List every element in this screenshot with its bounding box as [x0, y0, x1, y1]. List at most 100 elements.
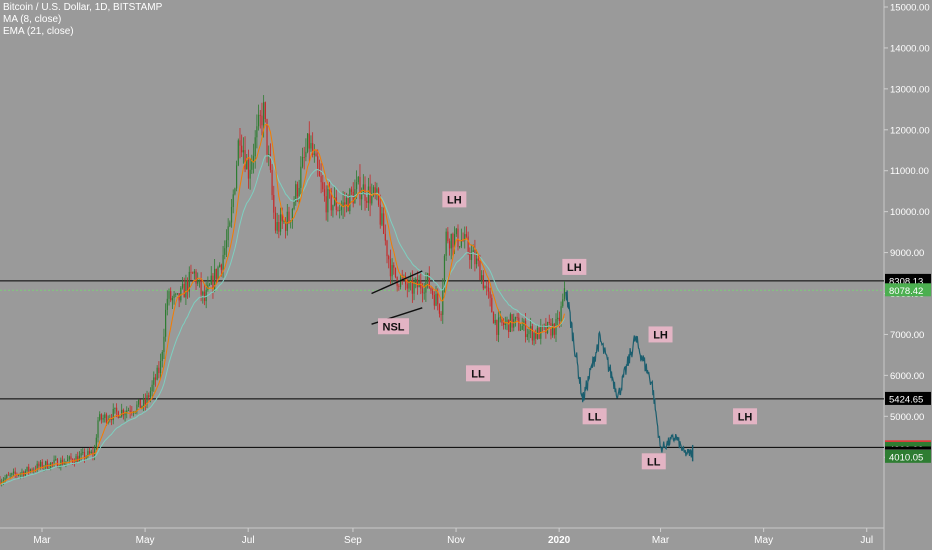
annotation-box	[733, 408, 758, 425]
projection-path	[565, 290, 694, 458]
candle-body	[104, 414, 106, 418]
candle-body	[28, 466, 30, 472]
candle-body	[225, 240, 228, 249]
annotation-label: LH	[447, 194, 462, 206]
candle-body	[312, 143, 314, 155]
candle-body	[362, 184, 364, 195]
candle-body	[508, 319, 510, 333]
candle-body	[236, 165, 238, 189]
candle-body	[139, 399, 141, 408]
candle-body	[232, 194, 234, 207]
candle-body	[95, 437, 97, 450]
candle-body	[355, 182, 358, 190]
candle-body	[229, 222, 231, 227]
candle-body	[489, 291, 491, 298]
ema-line	[0, 155, 565, 485]
candle-body	[364, 184, 366, 201]
ma-legend: MA (8, close)	[3, 14, 62, 25]
annotation-label: NSL	[383, 321, 405, 333]
candle-body	[94, 449, 96, 456]
candle-body	[33, 469, 35, 471]
candle-body	[401, 277, 403, 279]
candle-body	[183, 283, 185, 298]
candle-body	[384, 233, 386, 241]
candle-body	[116, 407, 118, 412]
candle-body	[144, 398, 146, 405]
y-tick-label: 11000.00	[890, 166, 929, 177]
candle-body	[127, 410, 130, 412]
candle-body	[349, 189, 351, 212]
price-label: 8078.42	[889, 286, 923, 297]
candle-body	[552, 323, 554, 336]
candle-body	[361, 194, 363, 200]
candle-body	[411, 279, 413, 294]
candle-body	[394, 267, 397, 277]
x-tick-label: Jul	[860, 535, 873, 546]
candle-body	[426, 273, 429, 281]
candle-body	[170, 291, 172, 301]
candle-body	[389, 259, 391, 277]
candle-body	[281, 214, 283, 222]
candle-body	[165, 309, 167, 337]
candle-body	[12, 471, 15, 474]
candle-body	[533, 332, 535, 341]
candle-body	[68, 456, 70, 460]
candle-body	[452, 233, 454, 248]
chart-legend: Bitcoin / U.S. Dollar, 1D, BITSTAMP MA (…	[3, 2, 162, 38]
candle-body	[29, 469, 32, 472]
candle-body	[486, 286, 488, 288]
candle-body	[153, 377, 155, 385]
candle-body	[274, 212, 277, 231]
candle-body	[205, 289, 207, 302]
candle-body	[563, 288, 566, 300]
candle-body	[546, 322, 549, 333]
candle-body	[51, 462, 53, 464]
x-tick-label: Nov	[447, 535, 465, 546]
candle-body	[509, 314, 511, 333]
candle-body	[154, 377, 157, 380]
candle-body	[36, 463, 38, 471]
candle-body	[303, 157, 305, 158]
candle-body	[484, 286, 486, 289]
annotation-box	[582, 408, 607, 425]
candle-body	[379, 204, 381, 225]
candle-body	[110, 418, 113, 421]
y-tick-label: 7000.00	[890, 330, 924, 341]
candle-body	[73, 462, 75, 464]
candle-body	[39, 461, 42, 467]
x-tick-label: Mar	[33, 535, 51, 546]
candle-body	[210, 275, 212, 285]
annotation-box	[466, 365, 491, 382]
x-tick-label: 2020	[548, 535, 571, 546]
ma-line	[0, 123, 565, 485]
candle-body	[215, 268, 217, 279]
candle-body	[197, 280, 199, 284]
candle-body	[242, 150, 244, 153]
candle-body	[26, 466, 28, 472]
price-label-box	[885, 449, 931, 463]
candle-body	[149, 391, 152, 398]
price-label: 5424.65	[889, 394, 923, 405]
candle-body	[399, 277, 402, 288]
candle-body	[291, 209, 293, 221]
candle-body	[263, 102, 265, 126]
candle-body	[276, 222, 278, 231]
candle-body	[487, 287, 490, 292]
candle-body	[450, 233, 452, 249]
candle-body	[100, 414, 102, 420]
candle-body	[53, 459, 55, 463]
candle-body	[83, 451, 86, 459]
candle-body	[317, 156, 319, 169]
candle-body	[337, 210, 339, 211]
candle-body	[279, 214, 282, 232]
candle-body	[192, 272, 194, 274]
candle-body	[423, 292, 425, 294]
candle-body	[421, 288, 424, 294]
candle-body	[102, 417, 104, 420]
candle-body	[124, 413, 126, 416]
candle-body	[323, 189, 326, 197]
candle-body	[526, 334, 528, 338]
candle-body	[217, 267, 219, 279]
candle-body	[295, 184, 297, 202]
